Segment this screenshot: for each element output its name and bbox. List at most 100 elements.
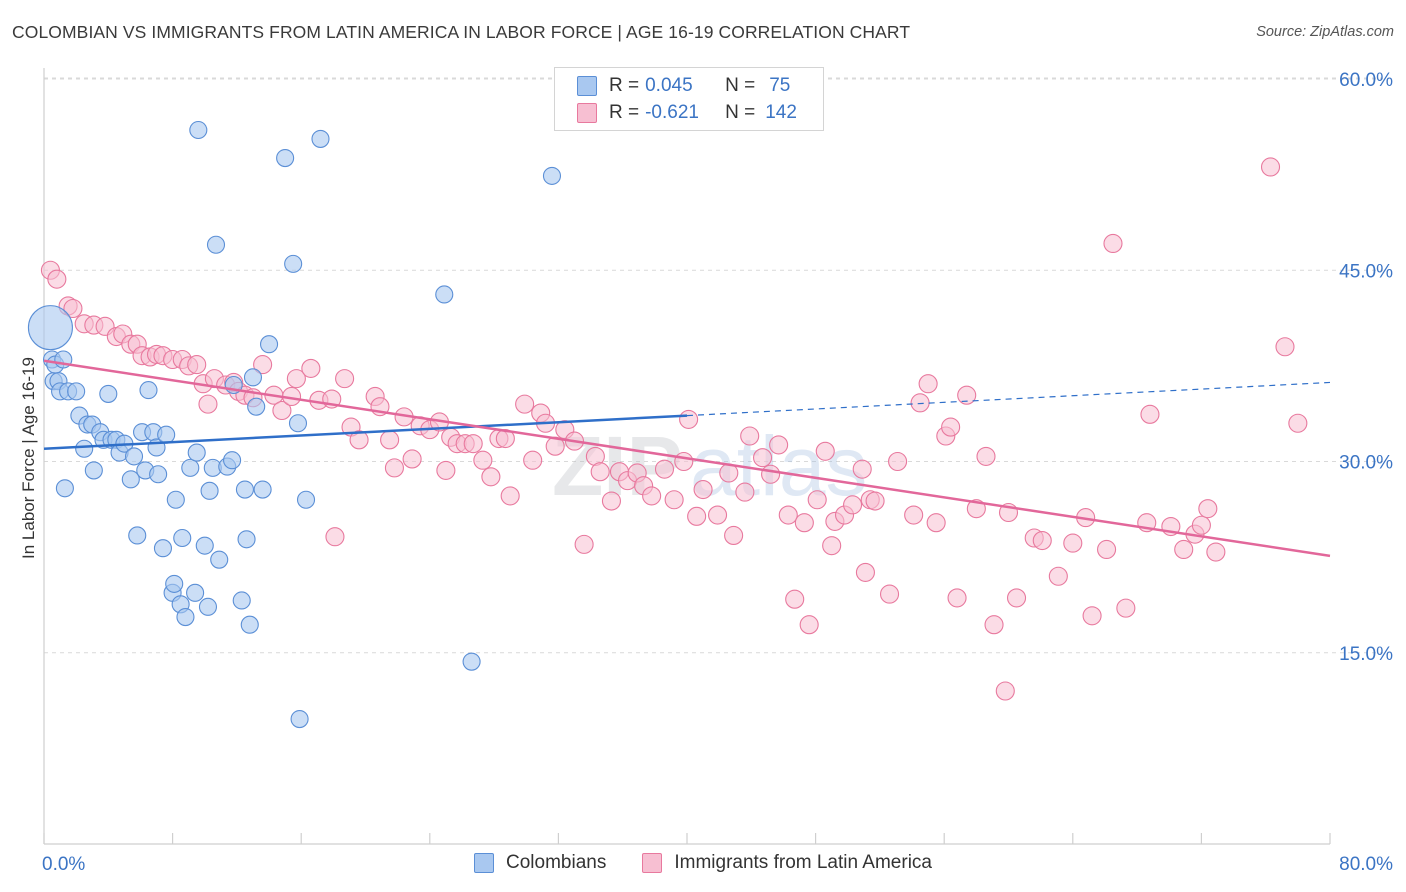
pink-point [740, 426, 760, 446]
pink-point [855, 562, 875, 582]
blue-point [259, 335, 279, 354]
pink-point [753, 448, 773, 468]
pink-point [1116, 598, 1136, 618]
pink-point [187, 355, 207, 375]
pink-point [761, 464, 781, 484]
pink-point [888, 451, 908, 472]
blue-point [176, 607, 195, 627]
pink-point [47, 269, 67, 289]
pink-point [807, 490, 827, 510]
pink-point [1206, 542, 1226, 562]
pink-point [1097, 539, 1117, 560]
pink-point [1063, 533, 1083, 553]
blue-point [296, 490, 316, 509]
watermark-atlas: atlas [690, 419, 867, 513]
pink-point [574, 534, 594, 554]
blue-point [195, 536, 214, 555]
pink-point [325, 527, 345, 547]
blue-point [128, 526, 147, 545]
blue-point [284, 254, 303, 273]
pink-point [523, 450, 543, 470]
pink-point [1082, 606, 1102, 626]
blue-point [542, 166, 562, 185]
pink-point [515, 394, 535, 414]
gridlines [44, 77, 1383, 654]
blue-point [247, 397, 266, 416]
pink-point [1174, 539, 1194, 560]
blue-series-points [27, 120, 562, 729]
blue-point [435, 285, 454, 304]
pink-point [272, 400, 292, 421]
blue-point [237, 530, 256, 549]
blue-point [121, 470, 140, 489]
pink-point [1032, 530, 1052, 551]
legend-swatch-pink [577, 103, 597, 123]
trend-lines [43, 359, 1331, 558]
blue-point [288, 414, 308, 433]
pink-point [436, 460, 456, 480]
pink-point [198, 394, 218, 414]
source-label: Source: ZipAtlas.com [1256, 24, 1394, 40]
pink-point [674, 451, 694, 472]
series-label-immigrants: Immigrants from Latin America [674, 852, 932, 873]
pink-point [1198, 499, 1218, 519]
axes [43, 68, 1331, 845]
blue-point [166, 490, 185, 509]
blue-point [187, 443, 206, 462]
series-legend: Colombians Immigrants from Latin America [0, 852, 1406, 874]
pink-point [601, 491, 621, 511]
blue-point [181, 458, 200, 477]
blue-point [149, 465, 168, 484]
pink-point [687, 506, 707, 526]
pink-point [910, 393, 930, 413]
pink-point [852, 459, 872, 479]
legend-n-value: 75 [769, 75, 791, 96]
legend-swatch-blue [577, 76, 597, 96]
series-label-colombians: Colombians [506, 852, 607, 873]
blue-trend-line [43, 414, 688, 450]
x-tick-label-min: 0.0% [42, 854, 85, 875]
y-tick-label: 60.0% [1339, 70, 1393, 91]
blue-point [253, 480, 272, 499]
blue-point [75, 439, 94, 458]
blue-point [290, 709, 309, 729]
pink-point [815, 441, 835, 461]
series-swatch-pink [642, 853, 663, 873]
blue-point [243, 368, 263, 387]
pink-point [778, 505, 798, 525]
blue-point [462, 652, 481, 671]
legend-r-value: -0.621 [645, 102, 699, 123]
blue-point [99, 384, 118, 403]
pink-point [984, 615, 1004, 635]
pink-point [301, 358, 321, 378]
pink-point [904, 505, 924, 525]
blue-point [153, 539, 173, 558]
blue-point [206, 235, 226, 254]
pink-point [693, 479, 713, 500]
blue-point [55, 479, 74, 498]
pink-point [724, 525, 744, 546]
pink-point [707, 505, 728, 525]
chart-title: COLOMBIAN VS IMMIGRANTS FROM LATIN AMERI… [12, 22, 911, 42]
pink-point [335, 369, 355, 389]
pink-point [63, 298, 83, 319]
blue-point [240, 615, 259, 634]
blue-point [27, 305, 73, 351]
blue-point [173, 528, 192, 548]
pink-point [995, 681, 1015, 701]
pink-point [926, 513, 946, 533]
series-swatch-blue [474, 853, 495, 873]
pink-point [769, 435, 789, 455]
pink-point [473, 450, 493, 470]
pink-point [843, 495, 863, 515]
blue-point [311, 129, 330, 148]
pink-point [785, 589, 805, 609]
pink-point [654, 459, 675, 479]
legend-r-value: 0.045 [645, 75, 693, 96]
series-legend-immigrants: Immigrants from Latin America [642, 852, 932, 874]
pink-point [957, 385, 977, 405]
x-tick-label-max: 80.0% [1339, 854, 1393, 875]
pink-point [879, 584, 900, 604]
correlation-legend: R = 0.045 N = 75 R = -0.621 N = 142 [554, 67, 824, 131]
legend-r-label: R = [609, 75, 640, 96]
